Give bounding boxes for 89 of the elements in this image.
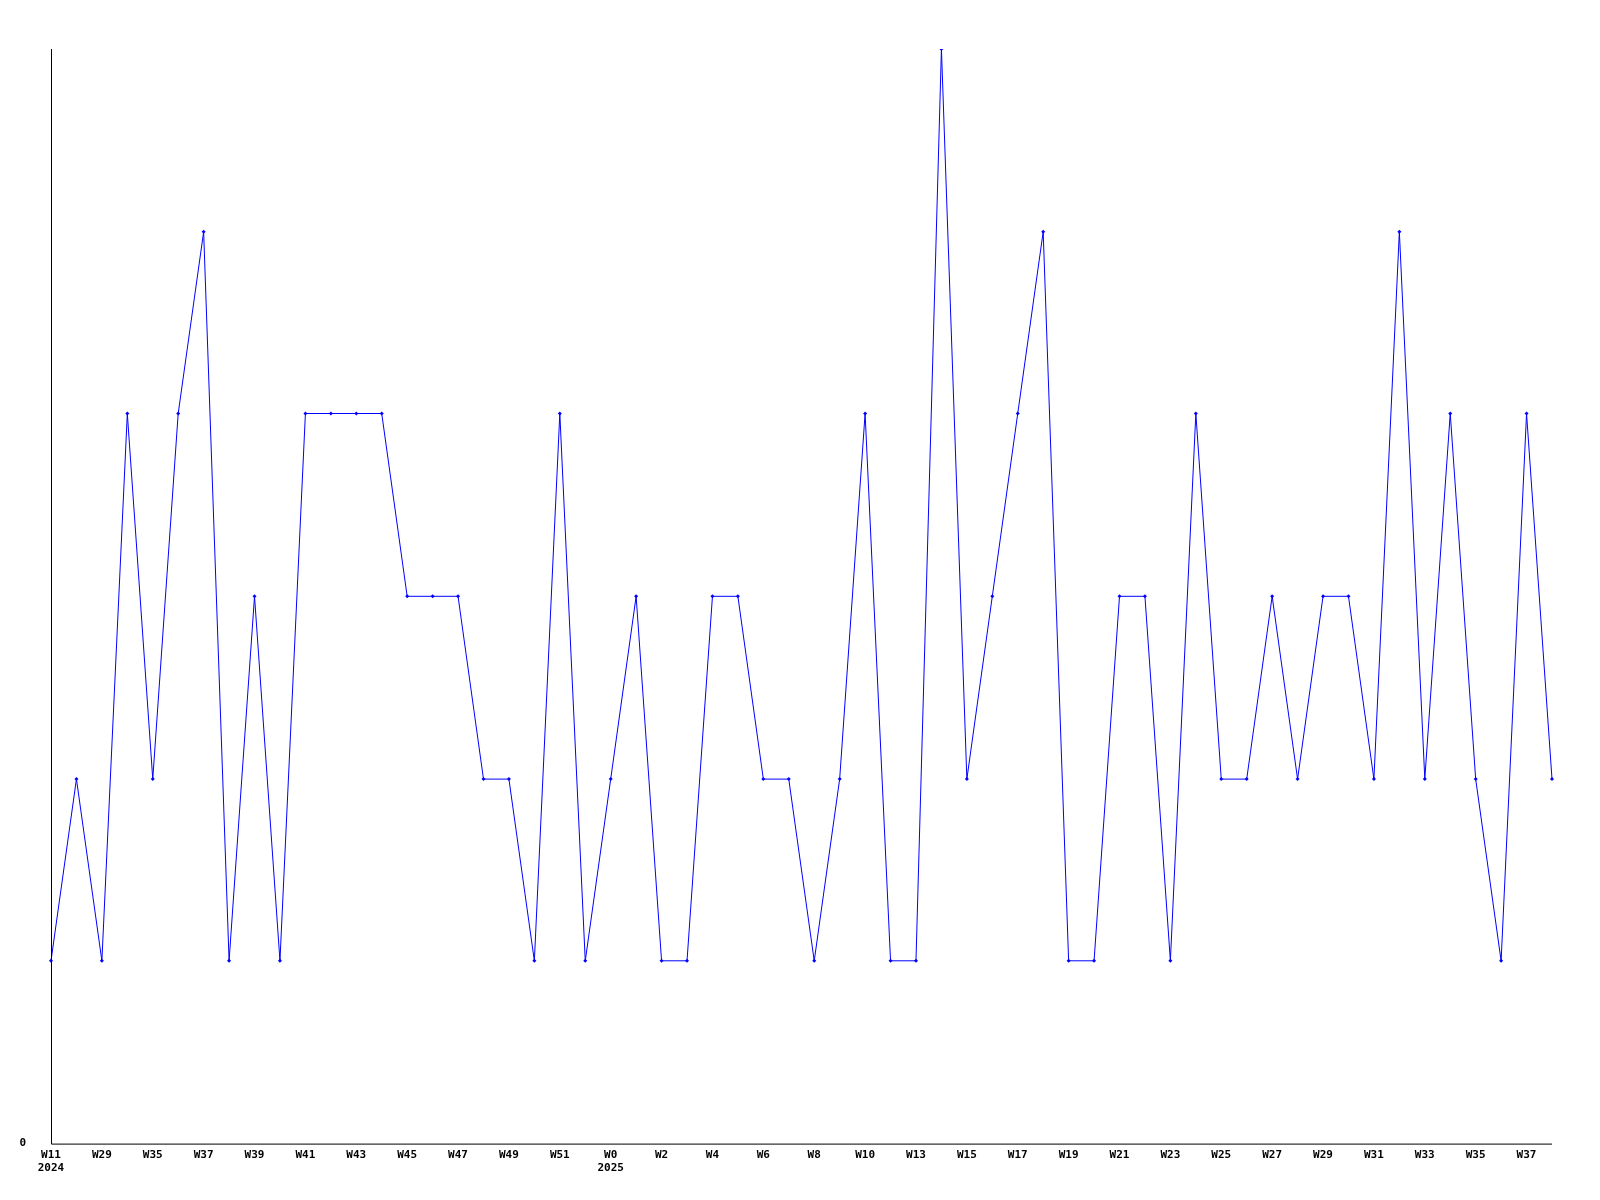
- point: [1041, 229, 1046, 234]
- point: [863, 411, 868, 416]
- point: [506, 777, 511, 782]
- point: [532, 958, 537, 963]
- x-tick-label: W35: [1465, 1148, 1486, 1162]
- point: [1066, 958, 1071, 963]
- point: [1219, 777, 1224, 782]
- x-tick-label: W35: [142, 1148, 163, 1162]
- point: [1321, 594, 1326, 599]
- point: [634, 594, 639, 599]
- x-tick-label: W49: [498, 1148, 519, 1162]
- point: [1015, 411, 1020, 416]
- x-tick-label: W8: [807, 1148, 821, 1162]
- point: [583, 958, 588, 963]
- point: [735, 594, 740, 599]
- x-tick-label: W27: [1262, 1148, 1283, 1162]
- point: [328, 411, 333, 416]
- point: [837, 777, 842, 782]
- point: [1448, 411, 1453, 416]
- x-tick-label: W21: [1109, 1148, 1130, 1162]
- point: [1524, 411, 1529, 416]
- point: [1295, 777, 1300, 782]
- point: [888, 958, 893, 963]
- x-tick-label: W29: [91, 1148, 112, 1162]
- point: [964, 777, 969, 782]
- point: [99, 958, 104, 963]
- point: [405, 594, 410, 599]
- point: [277, 958, 282, 963]
- x-tick-label: W13: [906, 1148, 926, 1162]
- point: [1422, 777, 1427, 782]
- point: [201, 229, 206, 234]
- x-tick-label: W47: [448, 1148, 468, 1162]
- point: [125, 411, 130, 416]
- x-tick-label: W10: [855, 1148, 876, 1162]
- x-tick-label: W37: [1516, 1148, 1537, 1162]
- point: [761, 777, 766, 782]
- x-tick-label: W4: [705, 1148, 720, 1162]
- point: [481, 777, 486, 782]
- point: [1499, 958, 1504, 963]
- x-tick-label: W39: [244, 1148, 265, 1162]
- point: [1142, 594, 1147, 599]
- x-tick-label: W33: [1414, 1148, 1435, 1162]
- point: [1168, 958, 1173, 963]
- point: [557, 411, 562, 416]
- point: [379, 411, 384, 416]
- point: [1550, 777, 1554, 782]
- point: [812, 958, 817, 963]
- point: [303, 411, 308, 416]
- point: [456, 594, 461, 599]
- point: [1117, 594, 1122, 599]
- x-tick-label: W25: [1211, 1148, 1232, 1162]
- x-tick-label: W2: [654, 1148, 669, 1162]
- point: [1346, 594, 1351, 599]
- point: [608, 777, 613, 782]
- point: [150, 777, 155, 782]
- x-tick-label: W0 2025: [597, 1148, 624, 1175]
- x-tick-label: W15: [956, 1148, 977, 1162]
- point: [990, 594, 995, 599]
- point: [1270, 594, 1275, 599]
- x-tick-label: W29: [1313, 1148, 1333, 1162]
- point: [227, 958, 232, 963]
- x-tick-label: W51: [549, 1148, 571, 1162]
- x-tick-label: W19: [1058, 1148, 1079, 1162]
- point: [1244, 777, 1249, 782]
- point: [1397, 229, 1402, 234]
- point: [685, 958, 690, 963]
- point: [176, 411, 181, 416]
- x-tick-label: W23: [1160, 1148, 1181, 1162]
- x-tick-label: W45: [397, 1148, 418, 1162]
- point: [786, 777, 791, 782]
- x-tick-label: W41: [295, 1148, 316, 1162]
- text: 0: [19, 1136, 26, 1150]
- point: [1193, 411, 1198, 416]
- point: [354, 411, 359, 416]
- point: [1092, 958, 1097, 963]
- point: [913, 958, 918, 963]
- x-tick-label: W17: [1007, 1148, 1028, 1162]
- x-tick-label: W6: [756, 1148, 771, 1162]
- x-tick-label: W11 2024: [37, 1148, 65, 1175]
- point: [430, 594, 435, 599]
- point: [252, 594, 257, 599]
- point: [1473, 777, 1478, 782]
- point: [74, 777, 79, 782]
- x-tick-label: W37: [193, 1148, 214, 1162]
- x-tick-label: W31: [1363, 1148, 1385, 1162]
- point: [1371, 777, 1376, 782]
- x-tick-label: W43: [346, 1148, 367, 1162]
- point: [659, 958, 664, 963]
- point: [710, 594, 715, 599]
